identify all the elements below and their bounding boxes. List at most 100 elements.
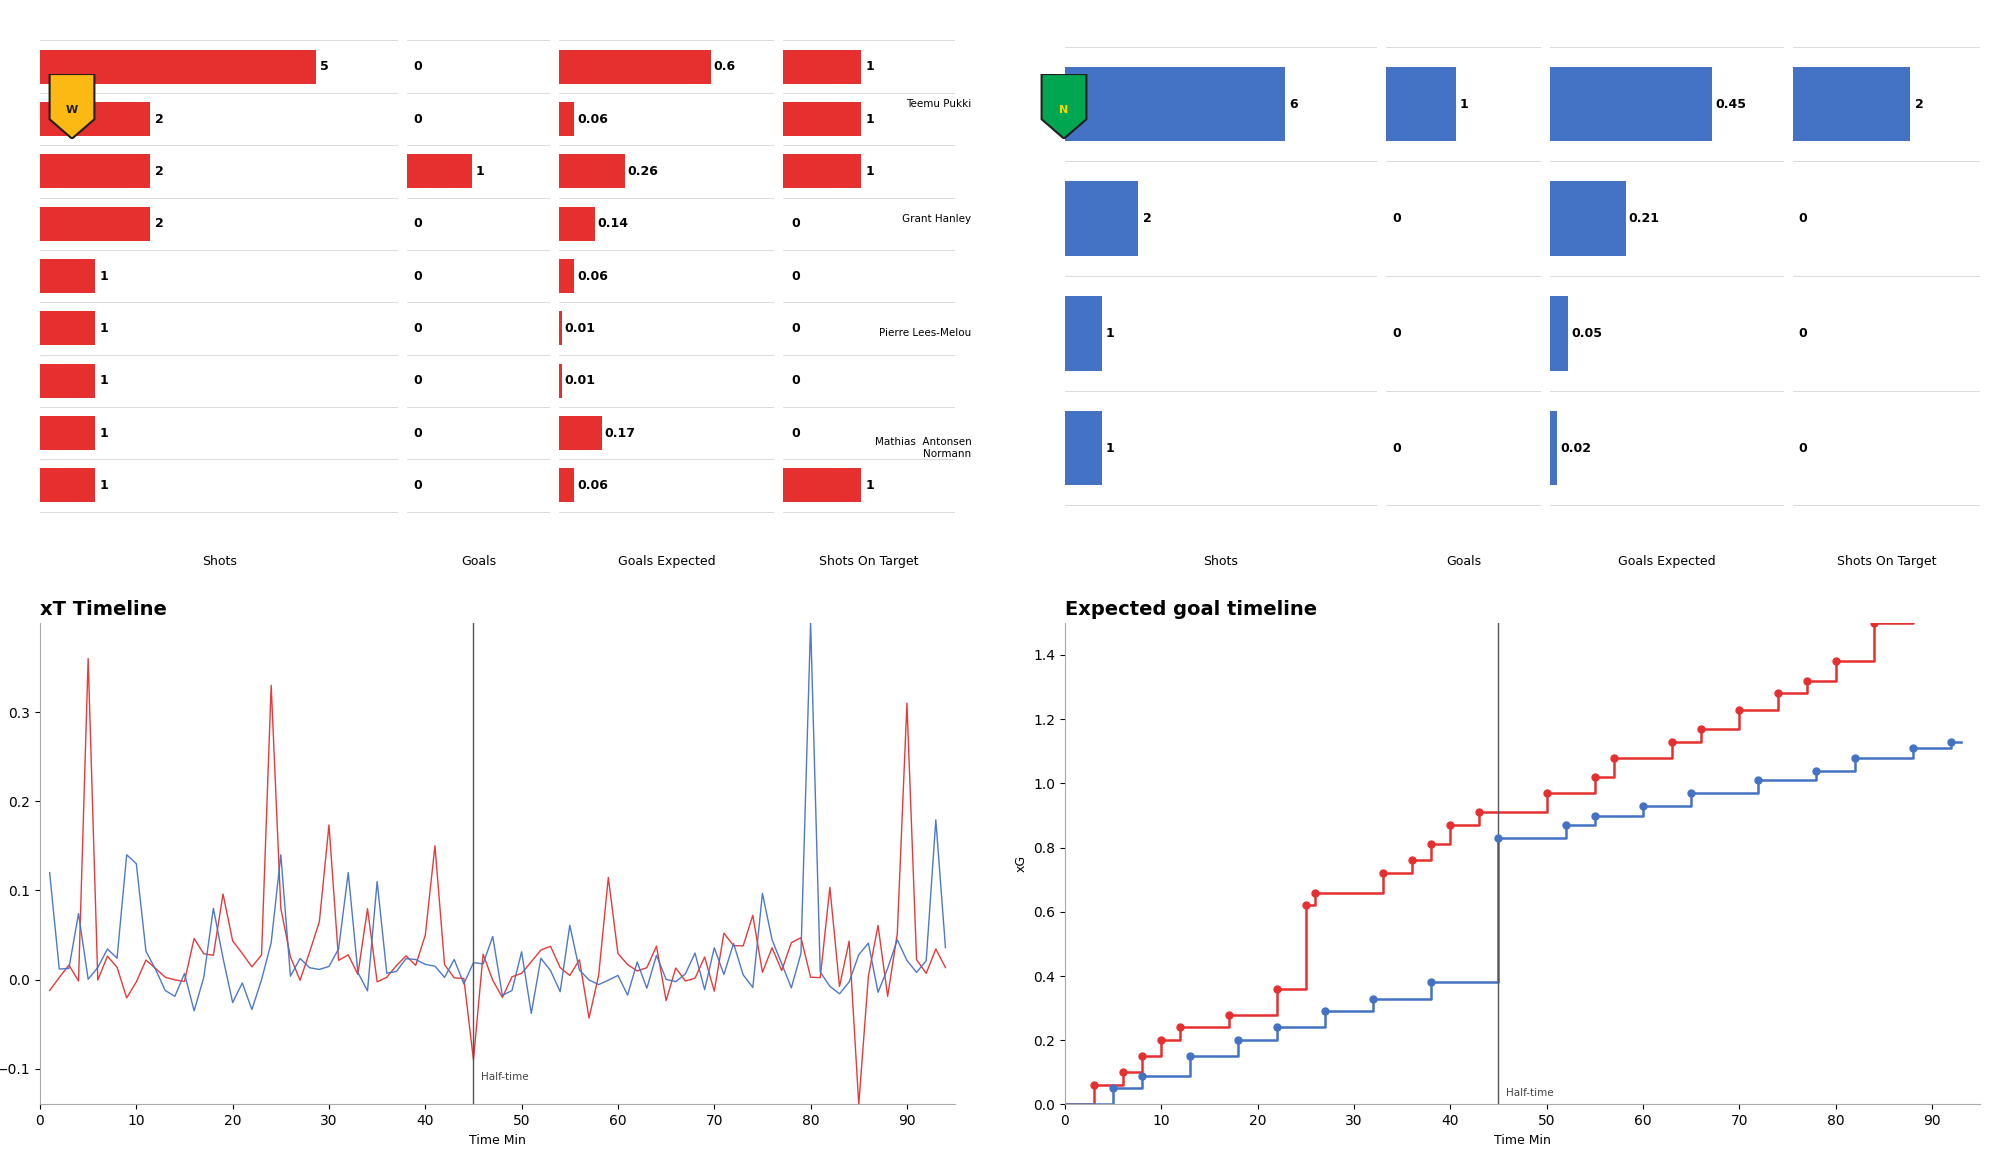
Text: Goals: Goals (462, 556, 496, 569)
Text: Teemu Pukki: Teemu Pukki (906, 99, 972, 109)
Text: 0: 0 (414, 322, 422, 335)
Bar (560, 207, 594, 241)
Bar (40, 469, 96, 503)
Text: Half-time: Half-time (1506, 1088, 1554, 1099)
Text: 0: 0 (1392, 213, 1402, 226)
Bar (1550, 67, 1712, 141)
Text: 0.6: 0.6 (714, 60, 736, 73)
Text: Shots: Shots (202, 556, 236, 569)
Text: Grant Hanley: Grant Hanley (902, 214, 972, 223)
Text: 0: 0 (790, 322, 800, 335)
Bar (40, 49, 316, 83)
X-axis label: Time Min: Time Min (1494, 1134, 1550, 1147)
Text: 0.06: 0.06 (578, 269, 608, 282)
Text: 1: 1 (866, 113, 874, 126)
X-axis label: Time Min: Time Min (470, 1134, 526, 1147)
Text: 0.21: 0.21 (1628, 213, 1660, 226)
Bar (1792, 67, 1910, 141)
Bar (1550, 296, 1568, 370)
Text: 1: 1 (100, 479, 108, 492)
Bar (784, 154, 862, 188)
Text: 0: 0 (414, 479, 422, 492)
Text: 1: 1 (1106, 327, 1114, 340)
Text: 1: 1 (100, 322, 108, 335)
Bar (1550, 181, 1626, 256)
Text: xT Timeline: xT Timeline (40, 599, 166, 618)
Text: 2: 2 (1914, 98, 1924, 110)
Text: 1: 1 (100, 427, 108, 439)
Text: 2: 2 (154, 165, 164, 177)
Text: 0.01: 0.01 (564, 375, 596, 388)
Text: Pierre Lees-Melou: Pierre Lees-Melou (880, 328, 972, 338)
Text: 0: 0 (790, 375, 800, 388)
Text: Goals Expected: Goals Expected (618, 556, 716, 569)
Text: 0: 0 (414, 113, 422, 126)
Bar (560, 469, 574, 503)
Text: 1: 1 (866, 479, 874, 492)
Text: 0: 0 (1798, 442, 1808, 455)
Text: Mathias  Antonsen
Normann: Mathias Antonsen Normann (874, 437, 972, 459)
Text: 0.17: 0.17 (604, 427, 636, 439)
Bar (560, 49, 712, 83)
Text: 0: 0 (414, 269, 422, 282)
Bar (40, 364, 96, 398)
Bar (1064, 181, 1138, 256)
Polygon shape (1042, 74, 1086, 139)
Bar (560, 258, 574, 293)
Text: 0.06: 0.06 (578, 113, 608, 126)
Text: 0: 0 (790, 427, 800, 439)
Bar (784, 102, 862, 136)
Bar (560, 311, 562, 345)
Bar (40, 154, 150, 188)
Text: Shots On Target: Shots On Target (820, 556, 918, 569)
Bar (784, 469, 862, 503)
Bar (1550, 411, 1558, 485)
Text: 0.05: 0.05 (1572, 327, 1602, 340)
Text: 0: 0 (1798, 327, 1808, 340)
Bar (560, 416, 602, 450)
Text: 0.14: 0.14 (598, 217, 628, 230)
Polygon shape (50, 74, 94, 139)
Bar (40, 258, 96, 293)
Text: 1: 1 (1460, 98, 1468, 110)
Bar (560, 364, 562, 398)
Text: Shots: Shots (1204, 556, 1238, 569)
Text: 0: 0 (414, 427, 422, 439)
Text: 0: 0 (414, 217, 422, 230)
Text: 0.26: 0.26 (628, 165, 658, 177)
Text: Half-time: Half-time (482, 1073, 528, 1082)
Bar (40, 416, 96, 450)
Text: 0: 0 (1798, 213, 1808, 226)
Bar (1064, 296, 1102, 370)
Text: 2: 2 (154, 217, 164, 230)
Text: N: N (1060, 105, 1068, 115)
Text: 6: 6 (1290, 98, 1298, 110)
Text: 0: 0 (1392, 327, 1402, 340)
Y-axis label: xG: xG (1014, 855, 1028, 872)
Bar (784, 49, 862, 83)
Text: 1: 1 (100, 375, 108, 388)
Text: 0: 0 (1392, 442, 1402, 455)
Bar (560, 102, 574, 136)
Text: Expected goal timeline: Expected goal timeline (1064, 599, 1318, 618)
Bar (560, 154, 626, 188)
Text: 1: 1 (476, 165, 484, 177)
Bar (40, 311, 96, 345)
Text: Goals Expected: Goals Expected (1618, 556, 1716, 569)
Text: 0.06: 0.06 (578, 479, 608, 492)
Text: 2: 2 (154, 113, 164, 126)
Bar (408, 154, 472, 188)
Text: 2: 2 (1142, 213, 1152, 226)
Text: 1: 1 (866, 60, 874, 73)
Text: 0.45: 0.45 (1716, 98, 1746, 110)
Text: 0: 0 (790, 217, 800, 230)
Text: W: W (66, 105, 78, 115)
Text: 1: 1 (866, 165, 874, 177)
Bar (40, 102, 150, 136)
Bar (1386, 67, 1456, 141)
Text: 5: 5 (320, 60, 328, 73)
Text: 1: 1 (100, 269, 108, 282)
Text: 0: 0 (414, 375, 422, 388)
Text: 1: 1 (1106, 442, 1114, 455)
Text: 0.02: 0.02 (1560, 442, 1592, 455)
